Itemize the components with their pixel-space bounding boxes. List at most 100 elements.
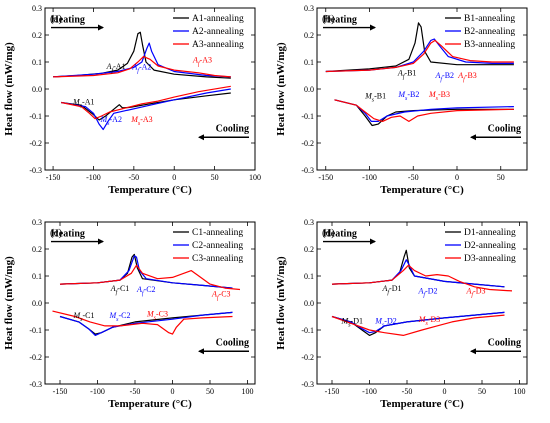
annotation-label: Ms-C1 xyxy=(72,311,94,323)
series-line-cooling-D3-annealing xyxy=(331,314,505,336)
cooling-label: Cooling xyxy=(488,337,521,348)
annotation-label: Ms-B2 xyxy=(397,90,419,102)
x-tick-label: 50 xyxy=(206,387,214,396)
legend-entry: D3-annealing xyxy=(464,254,516,264)
annotation-label: Af-C1 xyxy=(110,284,130,296)
y-tick-label: -0.1 xyxy=(29,112,42,121)
legend-entry: B2-annealing xyxy=(464,27,515,37)
y-tick-label: 0.1 xyxy=(304,58,314,67)
chart-panel-4: -150 -100 -50 0 50 100 -0.3 -0.2 -0.1 0.0 0.1 0.2 0.… xyxy=(275,218,528,410)
cooling-label: Cooling xyxy=(216,337,249,348)
x-tick-label: -50 xyxy=(129,173,140,182)
annotation-label: Af-D3 xyxy=(465,287,485,299)
series-line-heating-C3-annealing xyxy=(59,264,241,291)
series-line-cooling-A3-annealing xyxy=(61,85,231,120)
panel-label: (c) xyxy=(50,227,63,239)
cooling-label: Cooling xyxy=(488,123,521,134)
x-tick-label: 0 xyxy=(455,173,459,182)
x-tick-label: 100 xyxy=(242,387,254,396)
x-tick-label: -150 xyxy=(325,387,340,396)
annotation-label: Ms-C2 xyxy=(108,311,130,323)
annotation-label: Af-A1 xyxy=(106,62,126,74)
series-line-heating-D3-annealing xyxy=(331,264,513,292)
legend-entry: A3-annealing xyxy=(192,40,244,50)
x-tick-label: -50 xyxy=(402,387,413,396)
y-tick-label: 0.2 xyxy=(304,245,314,254)
series-line-cooling-A2-annealing xyxy=(61,88,231,131)
y-tick-label: 0.3 xyxy=(304,218,314,227)
heating-label: Heating xyxy=(323,15,357,26)
y-tick-label: 0.0 xyxy=(32,85,42,94)
annotation-label: Af-B1 xyxy=(397,69,417,81)
legend-entry: D2-annealing xyxy=(464,241,516,251)
series-line-cooling-B1-annealing xyxy=(334,99,514,127)
annotation-label: Ms-B1 xyxy=(364,91,386,103)
y-tick-label: 0.1 xyxy=(32,272,42,281)
y-tick-label: 0.2 xyxy=(32,245,42,254)
series-line-cooling-C2-annealing xyxy=(59,311,233,336)
annotation-label: Ms-D3 xyxy=(418,315,440,327)
annotation-label: Af-D1 xyxy=(381,284,401,296)
legend-entry: B3-annealing xyxy=(464,40,515,50)
legend-entry: A2-annealing xyxy=(192,27,244,37)
panel-label: (b) xyxy=(322,13,335,25)
y-tick-label: -0.3 xyxy=(29,380,42,389)
annotation-label: Af-C2 xyxy=(136,285,156,297)
annotation-label: Af-B2 xyxy=(434,71,454,83)
y-tick-label: 0.0 xyxy=(304,85,314,94)
y-tick-label: -0.2 xyxy=(301,353,314,362)
series-line-heating-A2-annealing xyxy=(53,42,231,78)
y-tick-label: -0.1 xyxy=(301,326,314,335)
annotation-label: Ms-D1 xyxy=(341,316,363,328)
y-tick-label: 0.3 xyxy=(304,4,314,13)
y-tick-label: -0.1 xyxy=(301,112,314,121)
x-tick-label: -100 xyxy=(86,173,101,182)
x-axis-label: Temperature (°C) xyxy=(108,184,192,196)
x-tick-label: 100 xyxy=(249,173,261,182)
series-line-cooling-C3-annealing xyxy=(52,310,233,335)
legend-entry: C3-annealing xyxy=(192,254,243,264)
x-tick-label: -100 xyxy=(90,387,105,396)
annotation-label: Ms-A1 xyxy=(72,97,94,109)
y-tick-label: 0.1 xyxy=(304,272,314,281)
x-tick-label: -150 xyxy=(318,173,333,182)
x-tick-label: 50 xyxy=(497,173,505,182)
y-tick-label: 0.1 xyxy=(32,58,42,67)
x-tick-label: -100 xyxy=(362,173,377,182)
legend-entry: C1-annealing xyxy=(192,228,243,238)
panel-label: (a) xyxy=(50,13,63,25)
annotation-label: Af-D2 xyxy=(417,287,437,299)
x-tick-label: -150 xyxy=(46,173,61,182)
y-tick-label: -0.1 xyxy=(29,326,42,335)
y-tick-label: 0.0 xyxy=(304,299,314,308)
x-tick-label: -50 xyxy=(130,387,141,396)
x-tick-label: 100 xyxy=(514,387,526,396)
x-axis-label: Temperature (°C) xyxy=(380,184,464,196)
x-tick-label: 50 xyxy=(211,173,219,182)
chart-panel-1: -150 -100 -50 0 50 100 -0.3 -0.2 -0.1 0.0 0.1 0.2 0.… xyxy=(3,4,261,196)
y-axis-label: Heat flow (mW/mg) xyxy=(275,42,287,136)
annotation-label: Af-C3 xyxy=(211,289,231,301)
annotation-label: Ms-B3 xyxy=(428,90,450,102)
y-tick-label: 0.3 xyxy=(32,4,42,13)
annotation-label: Ms-A2 xyxy=(99,115,121,127)
heating-label: Heating xyxy=(323,229,357,240)
panel-label: (d) xyxy=(322,227,335,239)
y-axis-label: Heat flow (mW/mg) xyxy=(3,256,15,350)
legend-entry: C2-annealing xyxy=(192,241,243,251)
annotation-label: Af-A2 xyxy=(131,63,151,75)
annotation-label: Af-A3 xyxy=(192,56,212,68)
annotation-label: Ms-D2 xyxy=(374,316,396,328)
y-tick-label: 0.2 xyxy=(304,31,314,40)
y-tick-label: -0.3 xyxy=(301,380,314,389)
y-tick-label: -0.2 xyxy=(301,139,314,148)
chart-panel-3: -150 -100 -50 0 50 100 -0.3 -0.2 -0.1 0.0 0.1 0.2 0.… xyxy=(3,218,256,410)
x-tick-label: 50 xyxy=(478,387,486,396)
y-tick-label: -0.2 xyxy=(29,139,42,148)
legend-entry: B1-annealing xyxy=(464,14,515,24)
x-tick-label: -100 xyxy=(362,387,377,396)
y-axis-label: Heat flow (mW/mg) xyxy=(275,256,287,350)
annotation-label: Ms-A3 xyxy=(130,115,152,127)
y-tick-label: -0.3 xyxy=(301,166,314,175)
